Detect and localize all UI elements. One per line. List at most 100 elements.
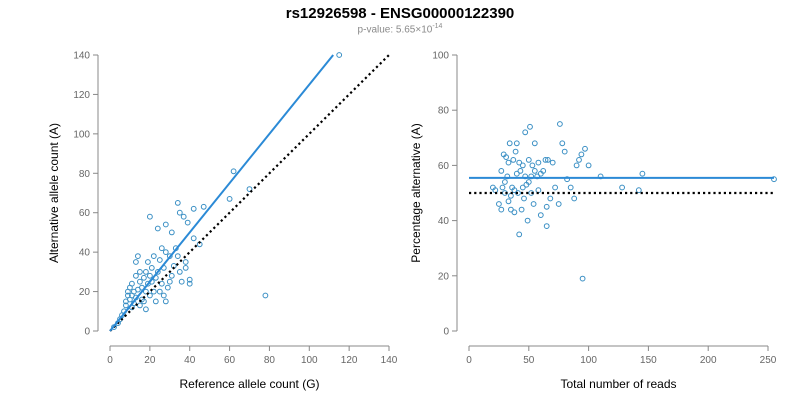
plot1-y-axis-label: Alternative allele count (A) bbox=[47, 123, 61, 263]
percentage-alternative-scatter: 0 50 100 150 200 250 0 20 40 60 80 100 Total number … bbox=[409, 51, 777, 391]
plot2-data-point bbox=[567, 184, 574, 191]
plot1-data-point bbox=[176, 269, 183, 275]
plot2-data-point bbox=[531, 168, 538, 174]
plot1-data-point bbox=[246, 186, 253, 193]
plot1-x-tick-label: 0 bbox=[107, 355, 113, 366]
plot1-data-point bbox=[262, 292, 269, 299]
plot2-data-point bbox=[529, 162, 536, 169]
plot1-data-point bbox=[148, 265, 155, 271]
plot1-data-point bbox=[178, 278, 185, 285]
plot2-data-point bbox=[582, 145, 588, 152]
plot1-data-point bbox=[176, 209, 183, 216]
plot1-data-point bbox=[162, 298, 169, 305]
plot2-data-point bbox=[552, 184, 559, 191]
plot2-y-axis-label: Percentage alternative (A) bbox=[409, 123, 423, 262]
plot1-y-tick-label: 40 bbox=[79, 248, 91, 259]
plot1-x-tick-label: 60 bbox=[224, 355, 236, 366]
plot2-data-point bbox=[508, 192, 514, 199]
plot2-x-tick-label: 150 bbox=[640, 355, 657, 366]
plot1-data-point bbox=[147, 292, 153, 299]
chart-subtitle: p-value: 5.65×10-14 bbox=[0, 23, 800, 35]
plot2-data-point bbox=[519, 184, 526, 191]
plot2-x-tick-label: 0 bbox=[466, 355, 472, 366]
plot1-data-point bbox=[162, 249, 169, 256]
plot1-data-point bbox=[226, 196, 233, 202]
plot1-data-point bbox=[158, 245, 165, 252]
plot1-data-point bbox=[143, 288, 149, 295]
plot2-data-point bbox=[502, 179, 508, 185]
plot1-x-axis-label: Reference allele count (G) bbox=[179, 377, 319, 391]
plot2-data-point bbox=[549, 159, 556, 166]
plot1-y-tick-label: 120 bbox=[73, 90, 90, 101]
plot2-data-point bbox=[521, 195, 527, 202]
plot1-data-point bbox=[143, 269, 149, 275]
plot2-data-point bbox=[531, 140, 538, 147]
plot2-data-point bbox=[518, 206, 525, 213]
plot1-y-tick-label: 80 bbox=[79, 169, 91, 180]
plot1-data-point bbox=[184, 219, 191, 226]
plot2-data-point bbox=[498, 206, 505, 213]
plot2-data-point bbox=[547, 195, 554, 202]
plot1-data-point bbox=[152, 298, 159, 305]
plot1-data-point bbox=[141, 298, 147, 305]
plot1-data-point bbox=[190, 235, 197, 242]
plot2-data-point bbox=[561, 148, 568, 155]
chart-title: rs12926598 - ENSG00000122390 bbox=[285, 5, 515, 22]
plot2-data-point bbox=[516, 159, 523, 166]
plot1-data-point bbox=[133, 272, 139, 279]
plot1-data-point bbox=[168, 229, 175, 236]
plot1-fit-line bbox=[109, 54, 334, 332]
plot2-data-point bbox=[513, 170, 520, 177]
plot1-data-point bbox=[145, 259, 151, 265]
plot1-reference-line bbox=[109, 54, 390, 332]
plot2-data-point bbox=[585, 162, 592, 169]
plot2-y-tick-label: 40 bbox=[438, 216, 450, 227]
plot2-x-tick-label: 100 bbox=[580, 355, 597, 366]
plot2-data-point bbox=[771, 176, 777, 183]
plot2-data-point bbox=[619, 184, 626, 191]
plot2-data-point bbox=[511, 209, 518, 216]
plot2-data-point bbox=[555, 201, 562, 207]
plot1-data-point bbox=[154, 269, 161, 275]
plot1-y-tick-label: 20 bbox=[79, 287, 91, 298]
plot2-data-point bbox=[535, 159, 542, 166]
plot2-x-tick-label: 50 bbox=[523, 355, 535, 366]
plot2-y-tick-label: 100 bbox=[432, 51, 449, 62]
plot2-data-point bbox=[571, 195, 578, 202]
plot1-data-point bbox=[174, 200, 181, 206]
plot2-x-axis-label: Total number of reads bbox=[560, 377, 676, 391]
plot1-data-point bbox=[336, 52, 343, 58]
plot2-data-point bbox=[496, 201, 502, 207]
plot2-y-tick-label: 20 bbox=[438, 271, 450, 282]
plot2-data-point bbox=[578, 151, 585, 158]
plot1-data-point bbox=[133, 259, 139, 265]
plot1-x-tick-label: 100 bbox=[301, 355, 318, 366]
plot1-x-tick-label: 20 bbox=[144, 355, 156, 366]
plot2-data-point bbox=[515, 190, 521, 196]
plot1-y-tick-label: 60 bbox=[79, 208, 91, 219]
plot1-data-point bbox=[143, 306, 149, 313]
plot2-data-point bbox=[535, 187, 542, 194]
plot2-data-point bbox=[559, 140, 566, 147]
plot2-data-point bbox=[505, 198, 512, 205]
p-value-text: p-value: 5.65×10 bbox=[357, 24, 433, 36]
plot1-y-tick-label: 0 bbox=[84, 327, 90, 338]
plot2-data-point bbox=[512, 148, 519, 155]
plot2-y-tick-label: 0 bbox=[443, 327, 449, 338]
plot1-data-point bbox=[137, 278, 143, 285]
plot1-data-point bbox=[150, 253, 157, 260]
plot2-data-point bbox=[579, 275, 586, 282]
allele-count-scatter: 0 20 40 60 80 100 120 140 0 20 40 60 80 100 120 140 Refe… bbox=[47, 51, 398, 392]
plot1-data-point bbox=[162, 221, 169, 228]
plot2-data-point bbox=[498, 168, 505, 174]
plot1-data-point bbox=[186, 276, 193, 283]
plot2-data-point bbox=[503, 154, 509, 161]
plot2-data-point bbox=[573, 162, 580, 169]
plot1-data-point bbox=[150, 288, 157, 295]
plot1-data-point bbox=[182, 259, 189, 265]
plot2-data-point bbox=[525, 179, 532, 185]
plot1-data-point bbox=[147, 272, 153, 279]
plot1-x-tick-label: 120 bbox=[341, 355, 358, 366]
plot1-data-point bbox=[164, 284, 171, 291]
